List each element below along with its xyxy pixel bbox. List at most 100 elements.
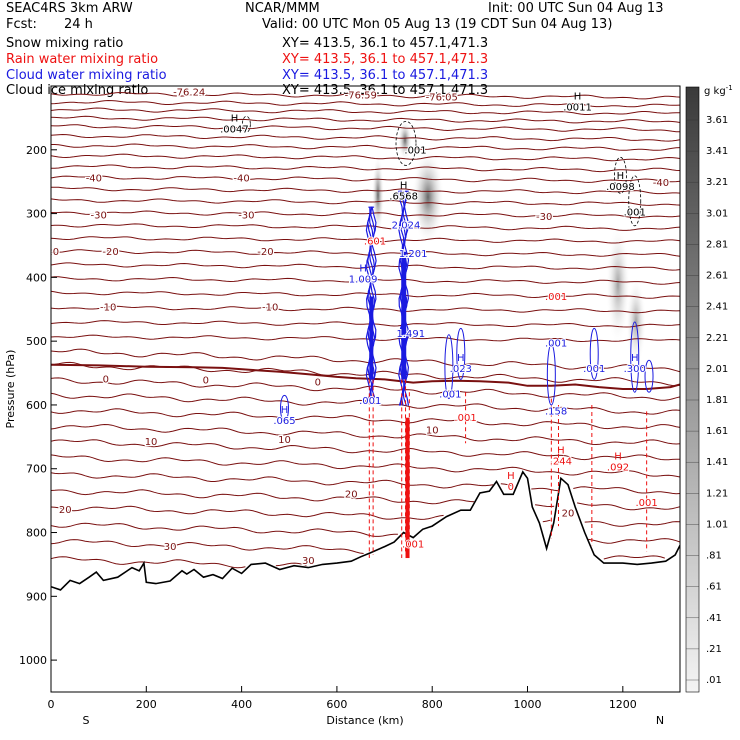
maximum-value-label: 1.009 [349,275,378,286]
isotherm [51,107,680,115]
init-time: Init: 00 UTC Sun 04 Aug 13 [488,1,663,16]
y-tick-label: 400 [26,271,47,284]
isotherm-label: 0 [203,376,209,387]
isotherm [51,186,680,195]
colorbar-label: 1.01 [706,519,728,530]
isotherm-label: -40 [86,173,102,184]
cloud-water-core [369,296,374,380]
shaded-mixing-ratio-plumes [372,120,646,367]
legend-cloud-water: Cloud water mixing ratio [6,68,167,83]
isotherm [51,115,680,124]
isotherm [51,153,680,162]
maximum-value-label: .001 [545,292,567,303]
y-tick-label: 600 [26,399,47,412]
colorbar-label: 3.01 [706,208,728,219]
temperature-contours [51,91,680,591]
colorbar-label: 3.21 [706,177,728,188]
isotherm [51,539,665,560]
y-tick-label: 1000 [19,654,47,667]
isotherm [51,249,680,257]
maximum-value-label: 0 [508,482,514,493]
maximum-value-label: .001 [583,364,605,375]
colorbar-ramp [685,86,700,693]
maximum-value-label: .001 [624,208,646,219]
y-tick-label: 900 [26,590,47,603]
isotherm-label: 0 [103,374,109,385]
isotherm-label: 20 [562,508,575,519]
isotherm-label: -10 [262,302,278,313]
maximum-value-label: .092 [607,463,629,474]
model-title: SEAC4RS 3km ARW [6,1,133,16]
rain-water-core [405,417,410,559]
ice-plume-left [372,155,384,235]
y-tick-label: 800 [26,527,47,540]
terrain-line [51,470,680,591]
colorbar-label: 2.61 [706,271,728,282]
ice-contour [614,156,627,194]
isotherm [51,262,680,271]
isotherm [51,210,680,219]
x-tick-label: 600 [326,698,347,711]
maximum-value-label: 1.201 [399,249,428,260]
org-label: NCAR/MMM [245,1,320,16]
isotherm-label: -76.24 [173,87,205,98]
cloud-water-core [401,251,407,380]
cloud-water-cell [630,321,640,393]
cloud-water-cell [456,327,466,380]
isotherm [51,522,680,544]
cloud-water-cell [279,394,289,422]
isotherm-label: -20 [102,247,118,258]
isotherm [51,489,680,511]
x-tick-label: 0 [48,698,55,711]
maximum-marker: H [557,445,565,456]
maximum-value-label: .0098 [606,182,635,193]
isotherm-label: -20 [257,247,273,258]
maximum-value-label: 2.024 [392,220,421,231]
colorbar-label: 3.41 [706,146,728,157]
valid-time: Valid: 00 UTC Mon 05 Aug 13 (19 CDT Sun … [262,17,612,32]
isotherm [51,198,680,206]
maximum-marker: H [507,471,515,482]
x-tick-label: 200 [136,698,157,711]
colorbar-label: 1.81 [706,395,728,406]
maximum-value-label: .601 [364,236,386,247]
colorbar-label: .21 [706,644,722,655]
colorbar-label: .61 [706,582,722,593]
isotherm [51,472,680,495]
ice-plume-core [412,149,444,245]
cloud-water-cell [589,327,599,380]
x-tick-label: 400 [231,698,252,711]
isotherm-label: -40 [653,178,669,189]
ice-contour [395,121,417,166]
maximum-value-label: .244 [550,456,572,467]
maximum-value-label: .001 [404,146,426,157]
y-axis-label: Pressure (hPa) [4,350,17,429]
isotherm-label: 30 [164,542,177,553]
colorbar-label: 2.21 [706,333,728,344]
isotherm-label: 10 [145,437,158,448]
isotherm [51,377,680,401]
colorbar-label: .41 [706,613,722,624]
legend-cloud-ice-xy: XY= 413.5, 36.1 to 457.1,471.3 [282,83,488,98]
y-tick-label: 700 [26,463,47,476]
legend-rain: Rain water mixing ratio [6,52,158,67]
isotherm [51,223,680,231]
isotherm-label: 20 [59,505,72,516]
cloud-water-contour [367,206,373,399]
x-tick-label: 800 [422,698,443,711]
legend-snow: Snow mixing ratio [6,36,123,51]
ice-plume-top [398,120,412,160]
x-axis-label: Distance (km) [326,714,403,727]
isotherm [51,175,680,183]
y-tick-label: 500 [26,335,47,348]
maximum-marker: H [631,353,639,364]
colorbar-label: .01 [706,675,722,686]
mixing-ratio-contours [241,115,654,559]
isotherm [51,439,680,461]
isotherm [51,133,680,142]
y-tick-label: 300 [26,208,47,221]
isotherm-label: -76.05 [426,92,458,103]
maximum-marker: H [614,452,622,463]
forecast-hour: 24 h [64,17,93,32]
